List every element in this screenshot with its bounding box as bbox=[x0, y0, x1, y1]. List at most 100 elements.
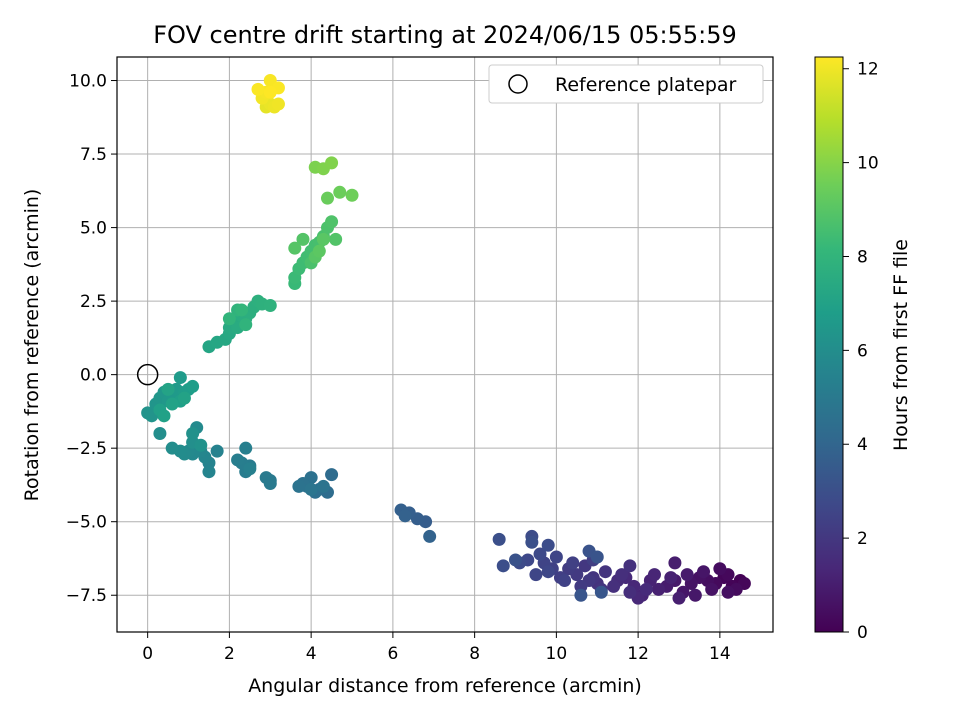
data-point bbox=[721, 585, 735, 599]
data-point bbox=[423, 529, 437, 543]
colorbar-tick-label: 8 bbox=[857, 247, 868, 267]
data-point bbox=[251, 82, 265, 96]
data-point bbox=[623, 559, 637, 573]
data-point bbox=[668, 556, 682, 570]
data-point bbox=[243, 462, 257, 476]
data-point bbox=[509, 553, 523, 567]
y-tick-label: 2.5 bbox=[80, 292, 107, 312]
data-point bbox=[672, 591, 686, 605]
colorbar-tick-label: 0 bbox=[857, 623, 868, 643]
data-point bbox=[664, 571, 678, 585]
data-point bbox=[239, 441, 253, 455]
data-point bbox=[263, 85, 277, 99]
x-tick-label: 10 bbox=[546, 644, 568, 664]
colorbar-label: Hours from first FF file bbox=[890, 239, 912, 451]
y-tick-label: 0.0 bbox=[80, 366, 107, 386]
x-axis-label: Angular distance from reference (arcmin) bbox=[248, 675, 642, 697]
data-point bbox=[615, 568, 629, 582]
x-tick-label: 2 bbox=[224, 644, 235, 664]
data-point bbox=[235, 303, 249, 317]
x-axis-ticks: 0 2 4 6 8 10 12 14 bbox=[142, 632, 731, 664]
y-tick-label: −5.0 bbox=[66, 513, 107, 533]
data-point bbox=[652, 582, 666, 596]
data-point bbox=[525, 535, 539, 549]
y-tick-label: −2.5 bbox=[66, 439, 107, 459]
x-tick-label: 12 bbox=[627, 644, 649, 664]
y-tick-label: 7.5 bbox=[80, 145, 107, 165]
colorbar bbox=[814, 56, 844, 633]
data-point bbox=[549, 550, 563, 564]
data-point bbox=[316, 479, 330, 493]
data-point bbox=[222, 312, 236, 326]
data-point bbox=[263, 299, 277, 313]
x-tick-label: 8 bbox=[469, 644, 480, 664]
data-point bbox=[165, 441, 179, 455]
x-tick-label: 4 bbox=[306, 644, 317, 664]
data-point bbox=[594, 585, 608, 599]
legend-box bbox=[488, 64, 764, 104]
data-point bbox=[304, 482, 318, 496]
data-point bbox=[312, 244, 326, 258]
reference-marker-group bbox=[136, 363, 159, 386]
y-axis-label: Rotation from reference (arcmin) bbox=[21, 189, 43, 502]
data-point bbox=[697, 565, 711, 579]
data-point bbox=[194, 438, 208, 452]
data-point bbox=[541, 565, 555, 579]
x-tick-label: 14 bbox=[709, 644, 731, 664]
data-point bbox=[186, 426, 200, 440]
data-point bbox=[623, 585, 637, 599]
reference-platepar-marker bbox=[136, 363, 159, 386]
data-point bbox=[345, 188, 359, 202]
data-point bbox=[713, 562, 727, 576]
data-point bbox=[325, 215, 339, 229]
data-point bbox=[153, 426, 167, 440]
colorbar-ticks: 0 2 4 6 8 10 12 bbox=[843, 60, 879, 643]
colorbar-tick-label: 6 bbox=[857, 341, 868, 361]
data-point bbox=[239, 318, 253, 332]
data-point bbox=[688, 588, 702, 602]
data-point bbox=[177, 391, 191, 405]
data-point bbox=[492, 532, 506, 546]
colorbar-tick-label: 12 bbox=[857, 60, 879, 80]
data-point bbox=[210, 444, 224, 458]
legend-entry-reference: Reference platepar bbox=[555, 74, 737, 96]
x-tick-label: 6 bbox=[387, 644, 398, 664]
data-point bbox=[165, 397, 179, 411]
data-point bbox=[316, 232, 330, 246]
data-point bbox=[333, 185, 347, 199]
y-axis-ticks: −7.5 −5.0 −2.5 0.0 2.5 5.0 7.5 10.0 bbox=[66, 72, 117, 606]
colorbar-tick-label: 4 bbox=[857, 435, 868, 455]
chart-title: FOV centre drift starting at 2024/06/15 … bbox=[153, 21, 737, 49]
x-tick-label: 0 bbox=[142, 644, 153, 664]
y-tick-label: −7.5 bbox=[66, 586, 107, 606]
data-point bbox=[574, 588, 588, 602]
data-point bbox=[566, 556, 580, 570]
data-point bbox=[296, 232, 310, 246]
data-point bbox=[231, 453, 245, 467]
data-point bbox=[533, 547, 547, 561]
data-point bbox=[292, 479, 306, 493]
data-point bbox=[647, 568, 661, 582]
y-tick-label: 5.0 bbox=[80, 219, 107, 239]
data-point bbox=[558, 574, 572, 588]
data-point bbox=[496, 559, 510, 573]
data-point bbox=[173, 371, 187, 385]
data-point bbox=[398, 509, 412, 523]
data-point bbox=[325, 468, 339, 482]
data-point bbox=[288, 241, 302, 255]
data-point bbox=[639, 582, 653, 596]
grid bbox=[117, 57, 773, 632]
data-point bbox=[329, 232, 343, 246]
legend: Reference platepar bbox=[488, 64, 764, 104]
data-point bbox=[271, 97, 285, 111]
y-tick-label: 10.0 bbox=[69, 72, 107, 92]
data-point bbox=[202, 465, 216, 479]
colorbar-tick-label: 10 bbox=[857, 154, 879, 174]
data-point bbox=[320, 191, 334, 205]
data-point bbox=[157, 409, 171, 423]
data-point bbox=[529, 568, 543, 582]
data-point bbox=[680, 568, 694, 582]
plot-frame bbox=[116, 56, 774, 633]
data-point bbox=[186, 379, 200, 393]
